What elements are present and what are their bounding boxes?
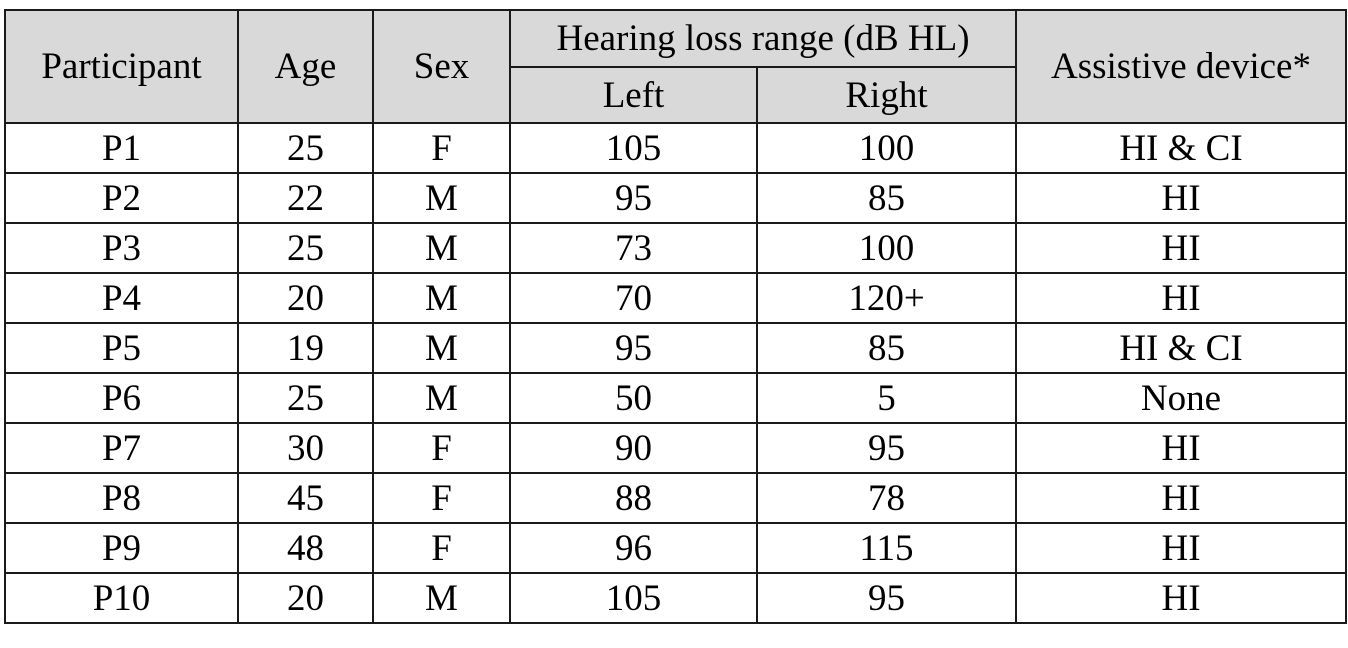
header-sex: Sex [372, 9, 511, 124]
cell-age: 25 [237, 122, 374, 174]
cell-right: 95 [756, 422, 1017, 474]
table-row: P9 48 F 96 115 HI [4, 522, 1347, 574]
table-row: P4 20 M 70 120+ HI [4, 272, 1347, 324]
cell-assistive-device: HI [1015, 522, 1347, 574]
cell-left: 73 [509, 222, 758, 274]
cell-age: 25 [237, 222, 374, 274]
cell-right: 100 [756, 222, 1017, 274]
cell-assistive-device: HI [1015, 272, 1347, 324]
cell-age: 19 [237, 322, 374, 374]
cell-assistive-device: HI [1015, 172, 1347, 224]
cell-participant: P9 [4, 522, 239, 574]
cell-participant: P8 [4, 472, 239, 524]
cell-assistive-device: HI [1015, 472, 1347, 524]
header-assistive-device: Assistive device* [1015, 9, 1347, 124]
cell-sex: F [372, 472, 511, 524]
cell-sex: M [372, 572, 511, 624]
cell-right: 115 [756, 522, 1017, 574]
cell-age: 30 [237, 422, 374, 474]
cell-age: 22 [237, 172, 374, 224]
cell-left: 95 [509, 172, 758, 224]
cell-assistive-device: HI [1015, 222, 1347, 274]
header-row-1: Participant Age Sex Hearing loss range (… [4, 9, 1347, 124]
header-left: Left [509, 66, 758, 124]
table-row: P6 25 M 50 5 None [4, 372, 1347, 424]
cell-right: 5 [756, 372, 1017, 424]
table-row: P2 22 M 95 85 HI [4, 172, 1347, 224]
cell-right: 85 [756, 172, 1017, 224]
cell-assistive-device: HI & CI [1015, 322, 1347, 374]
header-right: Right [756, 66, 1017, 124]
cell-left: 105 [509, 572, 758, 624]
cell-assistive-device: HI & CI [1015, 122, 1347, 174]
cell-participant: P6 [4, 372, 239, 424]
cell-sex: M [372, 222, 511, 274]
cell-participant: P10 [4, 572, 239, 624]
cell-left: 105 [509, 122, 758, 174]
table-body: P1 25 F 105 100 HI & CI P2 22 M 95 85 HI P3 25 M 73 100 H… [4, 122, 1347, 624]
cell-right: 78 [756, 472, 1017, 524]
cell-sex: M [372, 172, 511, 224]
cell-age: 25 [237, 372, 374, 424]
cell-sex: F [372, 522, 511, 574]
cell-sex: M [372, 372, 511, 424]
header-row-2: Left Right [5, 66, 1346, 124]
cell-age: 20 [237, 572, 374, 624]
cell-left: 96 [509, 522, 758, 574]
cell-participant: P7 [4, 422, 239, 474]
cell-left: 95 [509, 322, 758, 374]
participant-table: Participant Age Sex Hearing loss range (… [4, 9, 1347, 624]
cell-assistive-device: HI [1015, 422, 1347, 474]
cell-sex: F [372, 122, 511, 174]
cell-participant: P2 [4, 172, 239, 224]
cell-sex: M [372, 322, 511, 374]
table-header: Participant Age Sex Hearing loss range (… [4, 9, 1347, 124]
cell-left: 88 [509, 472, 758, 524]
cell-participant: P1 [4, 122, 239, 174]
cell-assistive-device: HI [1015, 572, 1347, 624]
header-hearing-loss: Hearing loss range (dB HL) [509, 9, 1017, 68]
table-row: P7 30 F 90 95 HI [4, 422, 1347, 474]
cell-age: 48 [237, 522, 374, 574]
cell-right: 95 [756, 572, 1017, 624]
table-row: P8 45 F 88 78 HI [4, 472, 1347, 524]
cell-sex: F [372, 422, 511, 474]
cell-right: 100 [756, 122, 1017, 174]
cell-right: 120+ [756, 272, 1017, 324]
cell-age: 20 [237, 272, 374, 324]
table-row: P10 20 M 105 95 HI [4, 572, 1347, 624]
table-row: P3 25 M 73 100 HI [4, 222, 1347, 274]
table-row: P1 25 F 105 100 HI & CI [4, 122, 1347, 174]
cell-left: 50 [509, 372, 758, 424]
cell-assistive-device: None [1015, 372, 1347, 424]
cell-age: 45 [237, 472, 374, 524]
cell-sex: M [372, 272, 511, 324]
cell-participant: P5 [4, 322, 239, 374]
table-row: P5 19 M 95 85 HI & CI [4, 322, 1347, 374]
cell-right: 85 [756, 322, 1017, 374]
header-participant: Participant [4, 9, 239, 124]
cell-left: 90 [509, 422, 758, 474]
cell-left: 70 [509, 272, 758, 324]
cell-participant: P3 [4, 222, 239, 274]
cell-participant: P4 [4, 272, 239, 324]
header-age: Age [237, 9, 374, 124]
